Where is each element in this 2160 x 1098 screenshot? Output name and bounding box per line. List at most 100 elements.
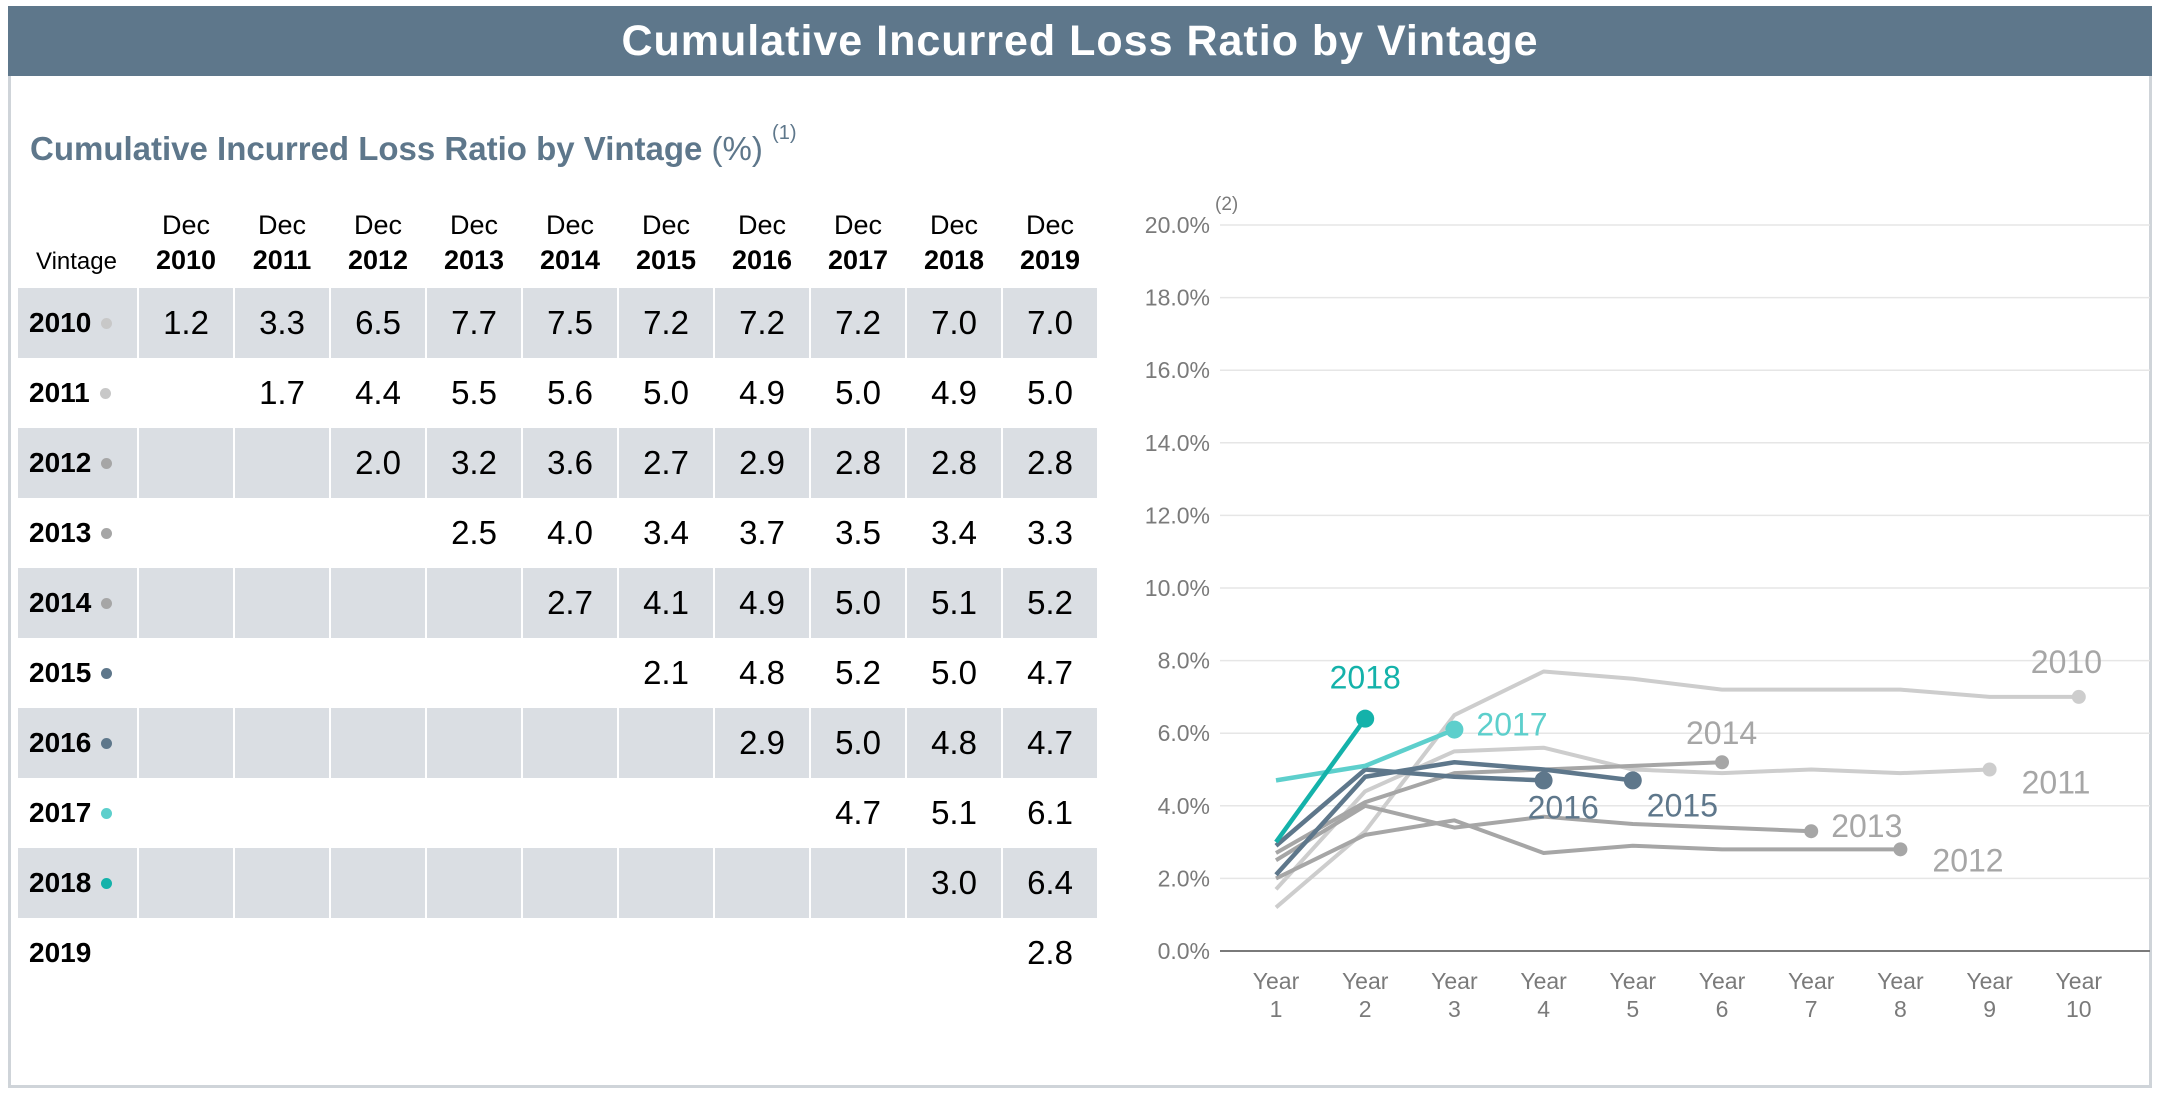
vintage-cell: 2013 [18,498,137,568]
table-cell [427,778,521,848]
vintage-label: 2013 [29,517,92,548]
table-cell [523,848,617,918]
y-tick-label: 6.0% [1158,720,1210,746]
series-label-2012: 2012 [1932,842,2003,878]
table-cell [139,358,233,428]
table-cell: 2.5 [451,514,497,551]
x-tick-label: Year [1431,968,1478,994]
table-cell [235,498,329,568]
x-tick-label: 4 [1537,996,1550,1022]
table-cell: 4.0 [547,514,593,551]
vintage-label: 2010 [29,307,92,338]
x-tick-label: Year [2056,968,2103,994]
table-cell [427,638,521,708]
table-cell: 3.6 [523,428,617,498]
section-subtitle: Cumulative Incurred Loss Ratio by Vintag… [30,122,797,168]
table-cell [523,638,617,708]
column-header: Dec 2010 [139,208,233,278]
table-cell [715,778,809,848]
subtitle-footnote: (1) [772,122,797,144]
table-row: 2013 2.5 4.0 3.4 3.7 3.5 3.4 3.3 [18,498,1100,568]
table-cell: 5.1 [931,794,977,831]
table-cell [427,848,521,918]
vintage-cell: 2016 [18,708,137,778]
table-cell [139,498,233,568]
series-end-marker-2015 [1623,771,1642,790]
loss-ratio-chart: 0.0% 2.0% 4.0% 6.0% 8.0% 10.0% 12.0% 14.0% 16.0%… [1145,194,2150,1022]
column-header-year: 2018 [923,245,985,275]
table-cell: 4.9 [931,374,977,411]
table-row: 2010 1.2 3.3 6.5 7.7 7.5 7.2 7.2 7.2 7.0 7.0 [18,288,1100,358]
column-header-top: Dec [929,210,978,240]
table-cell [523,918,617,988]
vintage-cell: 2017 [18,778,137,848]
table-cell: 4.7 [1027,654,1073,691]
table-cell: 5.2 [835,654,881,691]
table-cell: 2.8 [907,428,1001,498]
column-header: Dec 2016 [715,208,809,278]
banner-title: Cumulative Incurred Loss Ratio by Vintag… [8,6,2152,76]
series-dot-icon [99,387,111,399]
series-dot-icon [101,667,113,679]
table-cell [139,848,233,918]
series-dot-icon [101,737,113,749]
table-cell [235,428,329,498]
table-header: Vintage Dec 2010 Dec 2011 Dec 2012 Dec 2013 Dec 2… [18,200,1100,286]
y-tick-label: 18.0% [1145,285,1210,311]
y-tick-label: 12.0% [1145,502,1210,528]
table-cell: 3.0 [907,848,1001,918]
series-label-2017: 2017 [1476,707,1547,743]
column-header-year: 2015 [635,245,697,275]
table-cell: 5.0 [811,568,905,638]
x-tick-label: 8 [1894,996,1907,1022]
table-cell [427,918,521,988]
table-cell: 7.0 [1003,288,1097,358]
vintage-cell: 2018 [18,848,137,918]
series-line-2011 [1274,745,1990,891]
series-line-2015 [1274,759,1634,877]
column-header: Dec 2015 [619,208,713,278]
vintage-label: 2016 [29,727,92,758]
table-cell: 4.7 [1003,708,1097,778]
y-tick-label: 10.0% [1145,575,1210,601]
table-cell: 3.3 [1027,514,1073,551]
table-cell [331,778,425,848]
table-cell: 7.2 [715,288,809,358]
table-cell: 2.9 [715,708,809,778]
series-line-2014 [1275,760,1723,855]
table-cell [139,778,233,848]
table-cell: 3.7 [739,514,785,551]
table-cell [139,638,233,708]
table-cell: 5.1 [907,568,1001,638]
series-line-2017 [1275,727,1456,783]
table-cell: 2.8 [811,428,905,498]
series-label-2010: 2010 [2031,644,2102,680]
x-tick-label: 1 [1270,996,1283,1022]
y-tick-label: 20.0% [1145,212,1210,238]
table-row: 2016 2.9 5.0 4.8 4.7 [18,708,1100,778]
table-cell [235,918,329,988]
table-cell: 5.0 [811,708,905,778]
table-row: 2015 2.1 4.8 5.2 5.0 4.7 [18,638,1100,708]
column-header-top: Dec [353,210,402,240]
table-cell [139,918,233,988]
x-tick-label: Year [1966,968,2013,994]
table-cell: 6.1 [1027,794,1073,831]
series-label-2013: 2013 [1831,808,1902,844]
series-label-2015: 2015 [1647,787,1718,823]
y-tick-label: 0.0% [1158,938,1210,964]
series-end-marker-2010 [2071,689,2086,704]
table-cell: 4.9 [739,374,785,411]
table-row: 2011 1.7 4.4 5.5 5.6 5.0 4.9 5.0 4.9 5.0 [18,358,1100,428]
column-header: Dec 2011 [235,208,329,278]
table-cell: 5.0 [835,374,881,411]
x-tick-label: 3 [1448,996,1461,1022]
series-end-marker-2017 [1445,720,1464,739]
vintage-cell: 2010 [18,288,137,358]
series-label-2011: 2011 [2022,765,2091,801]
column-header-top: Dec [449,210,498,240]
vintage-cell: 2019 [18,918,137,988]
series-label-2018: 2018 [1330,660,1401,696]
table-cell: 7.7 [427,288,521,358]
table-cell: 3.3 [235,288,329,358]
